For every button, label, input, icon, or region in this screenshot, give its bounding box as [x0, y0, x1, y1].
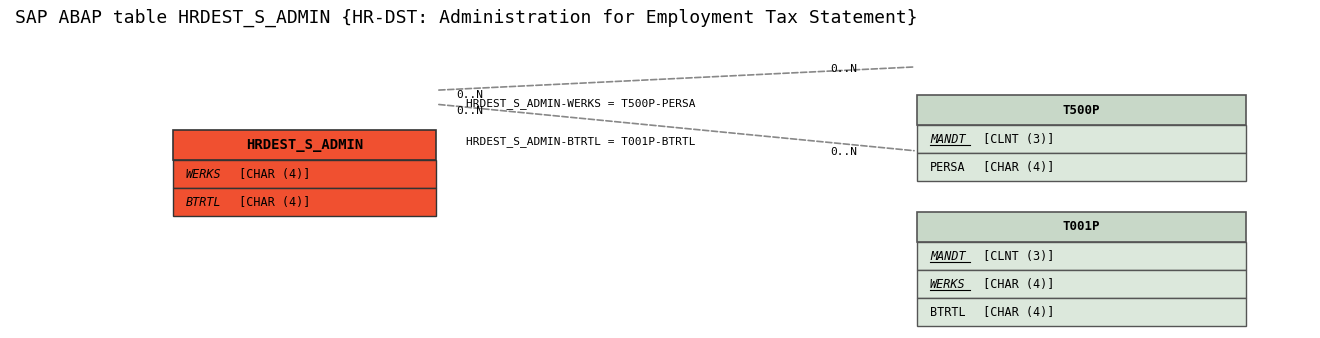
- Text: [CLNT (3)]: [CLNT (3)]: [975, 133, 1055, 146]
- FancyBboxPatch shape: [917, 298, 1246, 326]
- FancyBboxPatch shape: [917, 242, 1246, 270]
- Text: SAP ABAP table HRDEST_S_ADMIN {HR-DST: Administration for Employment Tax Stateme: SAP ABAP table HRDEST_S_ADMIN {HR-DST: A…: [15, 8, 917, 27]
- Text: [CHAR (4)]: [CHAR (4)]: [975, 306, 1055, 319]
- Text: MANDT: MANDT: [931, 133, 966, 146]
- Text: [CHAR (4)]: [CHAR (4)]: [232, 168, 310, 181]
- Text: HRDEST_S_ADMIN-WERKS = T500P-PERSA: HRDEST_S_ADMIN-WERKS = T500P-PERSA: [466, 98, 696, 108]
- Text: HRDEST_S_ADMIN-BTRTL = T001P-BTRTL: HRDEST_S_ADMIN-BTRTL = T001P-BTRTL: [466, 136, 696, 147]
- Text: PERSA: PERSA: [931, 161, 966, 174]
- Text: [CLNT (3)]: [CLNT (3)]: [975, 250, 1055, 263]
- Text: [CHAR (4)]: [CHAR (4)]: [975, 161, 1055, 174]
- Text: T500P: T500P: [1063, 103, 1101, 117]
- Text: 0..N: 0..N: [455, 90, 483, 100]
- Text: MANDT: MANDT: [931, 250, 966, 263]
- Text: BTRTL: BTRTL: [186, 196, 222, 209]
- FancyBboxPatch shape: [173, 160, 436, 188]
- Text: 0..N: 0..N: [830, 147, 858, 157]
- Text: HRDEST_S_ADMIN: HRDEST_S_ADMIN: [246, 138, 363, 152]
- FancyBboxPatch shape: [917, 212, 1246, 242]
- FancyBboxPatch shape: [917, 95, 1246, 125]
- Text: [CHAR (4)]: [CHAR (4)]: [232, 196, 310, 209]
- Text: T001P: T001P: [1063, 220, 1101, 234]
- Text: WERKS: WERKS: [186, 168, 222, 181]
- FancyBboxPatch shape: [917, 125, 1246, 153]
- Text: BTRTL: BTRTL: [931, 306, 966, 319]
- FancyBboxPatch shape: [917, 153, 1246, 182]
- FancyBboxPatch shape: [173, 130, 436, 160]
- FancyBboxPatch shape: [917, 270, 1246, 298]
- Text: 0..N: 0..N: [455, 106, 483, 116]
- Text: [CHAR (4)]: [CHAR (4)]: [975, 278, 1055, 291]
- Text: WERKS: WERKS: [931, 278, 966, 291]
- Text: 0..N: 0..N: [830, 64, 858, 74]
- FancyBboxPatch shape: [173, 188, 436, 216]
